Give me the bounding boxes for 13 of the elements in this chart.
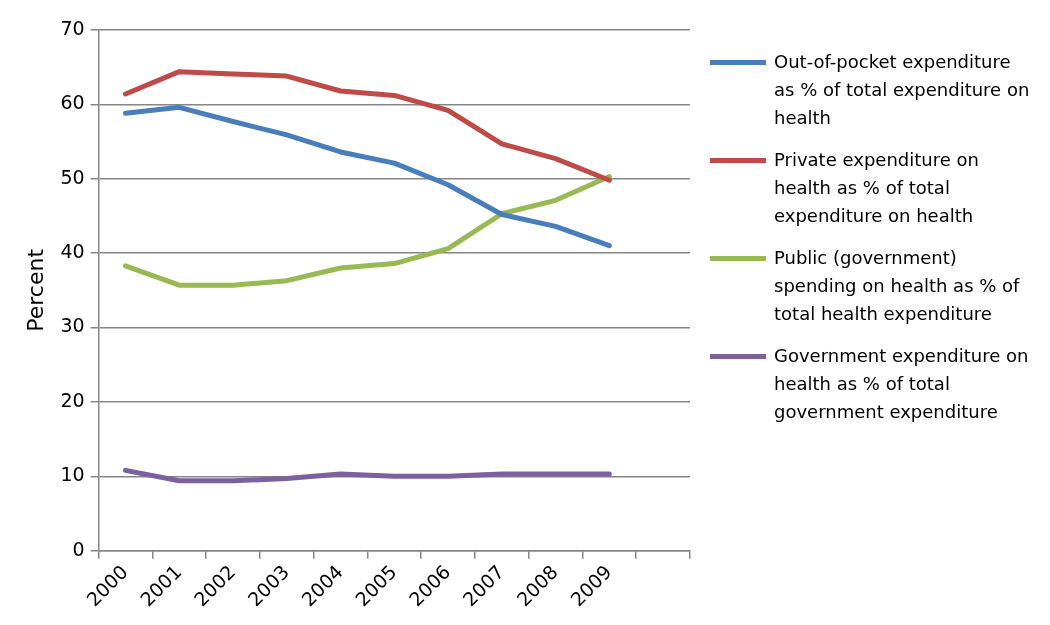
y-tick-label: 40 xyxy=(60,240,85,263)
legend-label: Out-of-pocket expenditure as % of total expenditure on health xyxy=(774,50,1030,130)
y-tick-label: 10 xyxy=(60,463,85,486)
legend-label: Government expenditure on health as % of total government expenditure xyxy=(774,344,1030,424)
y-tick-label: 20 xyxy=(60,388,85,411)
y-axis-title: Percent xyxy=(22,248,48,332)
y-tick-label: 60 xyxy=(60,91,85,114)
y-tick-label: 30 xyxy=(60,314,85,337)
y-tick-label: 50 xyxy=(60,165,85,188)
legend-label: Private expenditure on health as % of total expenditure on health xyxy=(774,148,980,228)
y-tick-label: 70 xyxy=(60,16,85,39)
legend-label: Public (government) spending on health as % of total health expenditure xyxy=(774,246,1021,326)
y-tick-label: 0 xyxy=(72,537,85,560)
